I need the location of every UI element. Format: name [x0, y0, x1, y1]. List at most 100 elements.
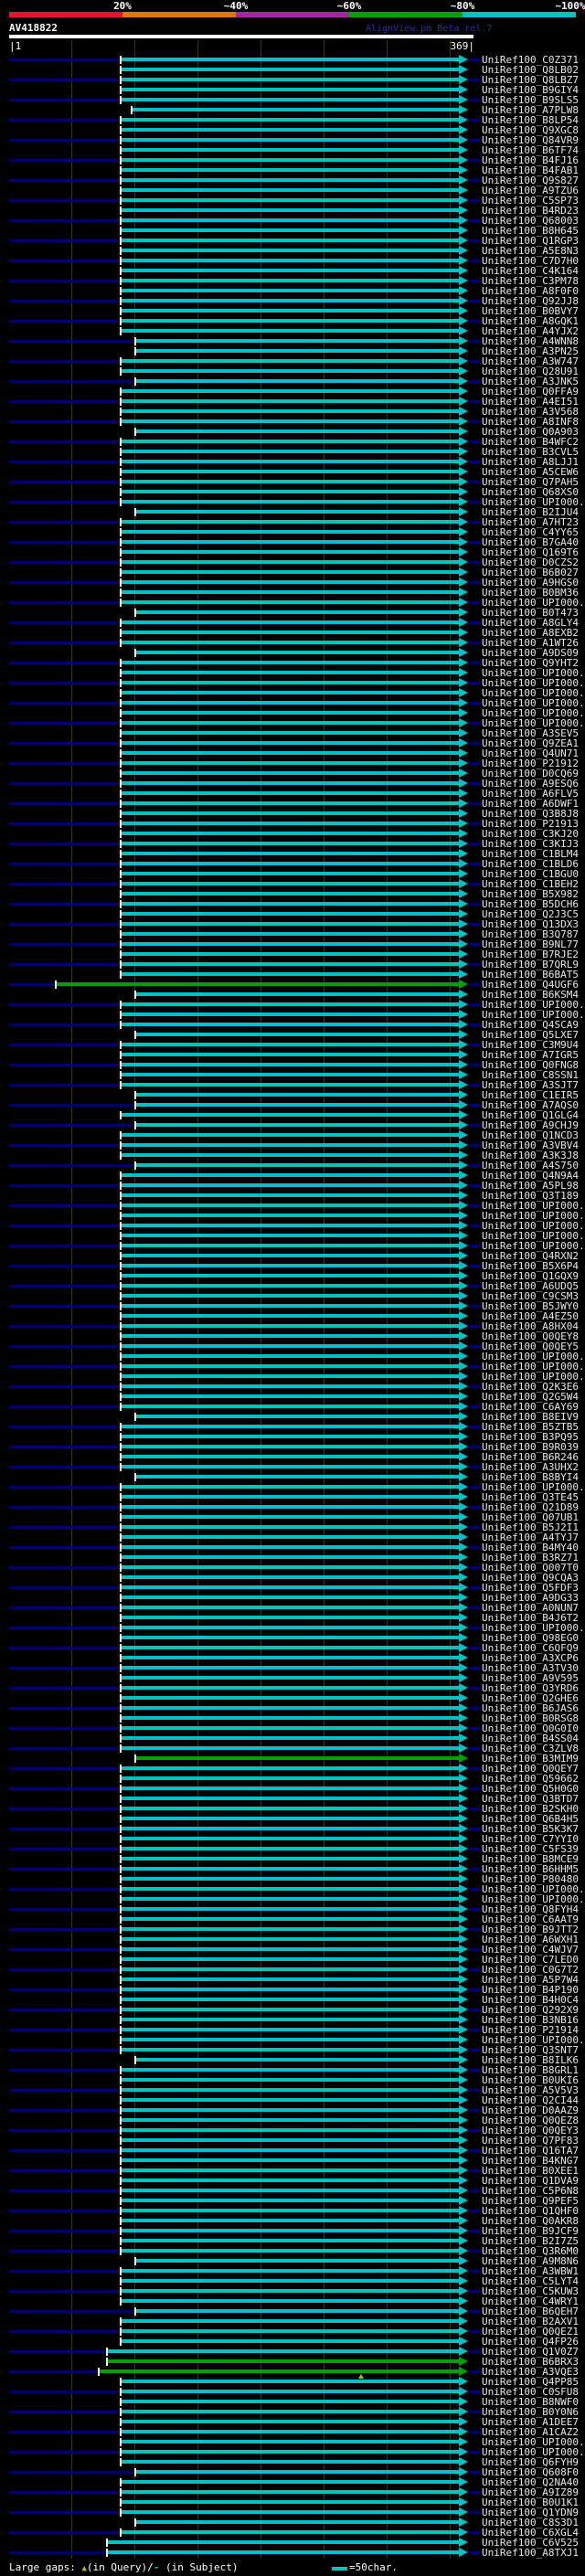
hit-label[interactable]: UniRef100_A3PN25 [482, 345, 579, 357]
hit-label[interactable]: UniRef100_Q1GQX9 [482, 1270, 579, 1282]
hit-label[interactable]: UniRef100_Q4UGF6 [482, 979, 579, 991]
hit-label[interactable]: UniRef100_C1EIR5 [482, 1089, 579, 1101]
hit-label[interactable]: UniRef100_B4SS04 [482, 1733, 579, 1744]
hit-label[interactable]: UniRef100_C5LYT4 [482, 2275, 579, 2287]
hit-label[interactable]: UniRef100_A7AQS0 [482, 1099, 579, 1111]
hit-label[interactable]: UniRef100_UPI000.. [482, 1361, 585, 1373]
hit-label[interactable]: UniRef100_B6QEH7 [482, 2306, 579, 2317]
hit-label[interactable]: UniRef100_Q1YDN9 [482, 2507, 579, 2518]
hit-label[interactable]: UniRef100_C1BGU0 [482, 868, 579, 880]
hit-label[interactable]: UniRef100_Q8FYH4 [482, 1903, 579, 1915]
hit-label[interactable]: UniRef100_Q5FDF3 [482, 1582, 579, 1594]
hit-label[interactable]: UniRef100_Q6B4H5 [482, 1813, 579, 1825]
hit-label[interactable]: UniRef100_A6WXH1 [482, 1934, 579, 1945]
hit-label[interactable]: UniRef100_A1CAZ2 [482, 2426, 579, 2438]
hit-label[interactable]: UniRef100_Q4N9A4 [482, 1170, 579, 1182]
hit-label[interactable]: UniRef100_A3SJT7 [482, 1079, 579, 1091]
hit-label[interactable]: UniRef100_B3RZ71 [482, 1552, 579, 1564]
hit-label[interactable]: UniRef100_Q4RXN2 [482, 1250, 579, 1262]
hit-label[interactable]: UniRef100_B8BYI4 [482, 1471, 579, 1483]
hit-label[interactable]: UniRef100_B0UKI6 [482, 2074, 579, 2086]
hit-label[interactable]: UniRef100_C7LED0 [482, 1954, 579, 1966]
hit-label[interactable]: UniRef100_Q9YHT2 [482, 657, 579, 669]
hit-label[interactable]: UniRef100_C3KJ20 [482, 828, 579, 840]
hit-label[interactable]: UniRef100_UPI000.. [482, 496, 585, 508]
hit-label[interactable]: UniRef100_B2SKH0 [482, 1803, 579, 1815]
hit-label[interactable]: UniRef100_Q2NA40 [482, 2476, 579, 2488]
hit-label[interactable]: UniRef100_B6BAT5 [482, 969, 579, 981]
hit-label[interactable]: UniRef100_UPI000.. [482, 1371, 585, 1383]
hit-label[interactable]: UniRef100_Q5H0G0 [482, 1783, 579, 1795]
hit-label[interactable]: UniRef100_B6JAS6 [482, 1702, 579, 1714]
hit-label[interactable]: UniRef100_Q1QHF0 [482, 2205, 579, 2217]
hit-label[interactable]: UniRef100_B0Y0N6 [482, 2406, 579, 2418]
hit-label[interactable]: UniRef100_Q6FYH9 [482, 2456, 579, 2468]
hit-label[interactable]: UniRef100_B6R246 [482, 1451, 579, 1463]
hit-label[interactable]: UniRef100_Q0QEY5 [482, 1341, 579, 1352]
hit-label[interactable]: UniRef100_B8GRL1 [482, 2064, 579, 2076]
hit-label[interactable]: UniRef100_B5J2I1 [482, 1521, 579, 1533]
hit-label[interactable]: UniRef100_Q8LB02 [482, 64, 579, 76]
hit-label[interactable]: UniRef100_A9HGS0 [482, 577, 579, 588]
hit-label[interactable]: UniRef100_UPI000.. [482, 1230, 585, 1242]
hit-label[interactable]: UniRef100_B5K3K7 [482, 1823, 579, 1835]
hit-label[interactable]: UniRef100_Q84VR9 [482, 134, 579, 146]
hit-label[interactable]: UniRef100_A8TXJ1 [482, 2547, 579, 2559]
hit-label[interactable]: UniRef100_Q1DVA9 [482, 2175, 579, 2187]
hit-label[interactable]: UniRef100_C5KUW3 [482, 2285, 579, 2297]
hit-label[interactable]: UniRef100_Q7PF83 [482, 2135, 579, 2147]
hit-label[interactable]: UniRef100_C4WRY1 [482, 2295, 579, 2307]
hit-label[interactable]: UniRef100_Q007T0 [482, 1562, 579, 1574]
hit-label[interactable]: UniRef100_C1BLM4 [482, 848, 579, 860]
hit-label[interactable]: UniRef100_C6AAT9 [482, 1913, 579, 1925]
hit-label[interactable]: UniRef100_Q608F0 [482, 2466, 579, 2478]
hit-label[interactable]: UniRef100_A8HX04 [482, 1320, 579, 1332]
hit-label[interactable]: UniRef100_Q9CQA3 [482, 1572, 579, 1584]
hit-label[interactable]: UniRef100_Q2CI44 [482, 2094, 579, 2106]
hit-label[interactable]: UniRef100_UPI000.. [482, 1200, 585, 1212]
hit-label[interactable]: UniRef100_Q13DX3 [482, 918, 579, 930]
hit-label[interactable]: UniRef100_Q98EG0 [482, 1632, 579, 1644]
hit-label[interactable]: UniRef100_C6QFQ9 [482, 1642, 579, 1654]
hit-label[interactable]: UniRef100_Q9ZEA1 [482, 737, 579, 749]
hit-label[interactable]: UniRef100_A3VBV4 [482, 1140, 579, 1151]
hit-label[interactable]: UniRef100_P80480 [482, 1873, 579, 1885]
hit-label[interactable]: UniRef100_Q3YRD6 [482, 1682, 579, 1694]
hit-label[interactable]: UniRef100_B0BVY7 [482, 305, 579, 317]
hit-label[interactable]: UniRef100_Q9PEF5 [482, 2195, 579, 2207]
hit-label[interactable]: UniRef100_B0RSG8 [482, 1712, 579, 1724]
hit-label[interactable]: UniRef100_B9R039 [482, 1441, 579, 1453]
hit-label[interactable]: UniRef100_C0SFU8 [482, 2386, 579, 2398]
hit-label[interactable]: UniRef100_Q0A903 [482, 426, 579, 438]
hit-label[interactable]: UniRef100_B5ZTB5 [482, 1421, 579, 1433]
hit-label[interactable]: UniRef100_A1DEE7 [482, 2416, 579, 2428]
hit-label[interactable]: UniRef100_C6V525 [482, 2537, 579, 2549]
hit-label[interactable]: UniRef100_B6KSM4 [482, 989, 579, 1001]
hit-label[interactable]: UniRef100_B0T473 [482, 607, 579, 619]
hit-label[interactable]: UniRef100_A8GLY4 [482, 617, 579, 629]
hit-label[interactable]: UniRef100_A3VQE3 [482, 2366, 579, 2378]
hit-label[interactable]: UniRef100_UPI000.. [482, 697, 585, 709]
hit-label[interactable]: UniRef100_C8S3D1 [482, 2517, 579, 2528]
hit-label[interactable]: UniRef100_Q4UN71 [482, 747, 579, 759]
hit-label[interactable]: UniRef100_C6AY69 [482, 1401, 579, 1413]
hit-label[interactable]: UniRef100_B0BM36 [482, 587, 579, 599]
hit-label[interactable]: UniRef100_Q0FFA9 [482, 386, 579, 398]
hit-label[interactable]: UniRef100_Q68003 [482, 215, 579, 227]
hit-label[interactable]: UniRef100_UPI000.. [482, 1351, 585, 1362]
hit-label[interactable]: UniRef100_Q3BTD7 [482, 1793, 579, 1805]
hit-label[interactable]: UniRef100_B4MY40 [482, 1542, 579, 1553]
hit-label[interactable]: UniRef100_C8SSN1 [482, 1069, 579, 1081]
hit-label[interactable]: UniRef100_B6TF74 [482, 144, 579, 156]
hit-label[interactable]: UniRef100_A6UDQ5 [482, 1280, 579, 1292]
hit-label[interactable]: UniRef100_A7IGR5 [482, 1049, 579, 1061]
hit-label[interactable]: UniRef100_Q2G5W4 [482, 1391, 579, 1403]
hit-label[interactable]: UniRef100_A9M8N6 [482, 2255, 579, 2267]
hit-label[interactable]: UniRef100_D0AAZ9 [482, 2104, 579, 2116]
hit-label[interactable]: UniRef100_C4K164 [482, 265, 579, 277]
hit-label[interactable]: UniRef100_Q3TE45 [482, 1491, 579, 1503]
hit-label[interactable]: UniRef100_Q4PP85 [482, 2376, 579, 2388]
hit-label[interactable]: UniRef100_Q59662 [482, 1773, 579, 1785]
hit-label[interactable]: UniRef100_B6B027 [482, 567, 579, 578]
hit-label[interactable]: UniRef100_Q1GLG4 [482, 1109, 579, 1121]
